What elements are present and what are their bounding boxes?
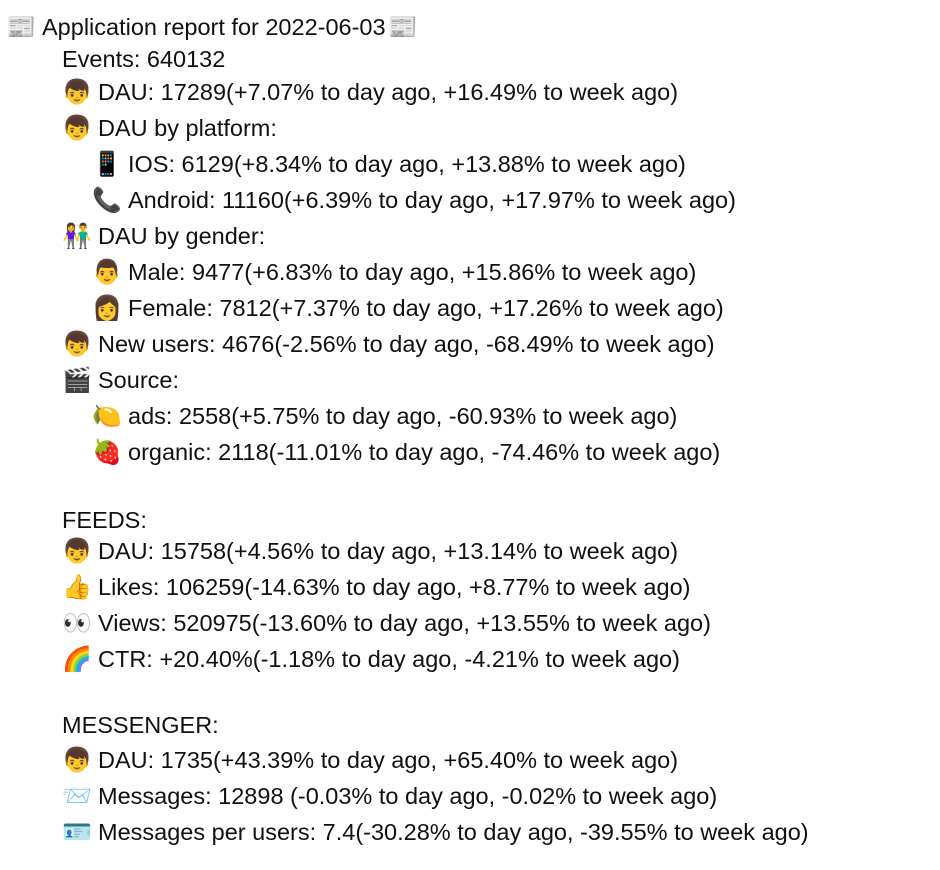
text: Source:	[98, 367, 179, 393]
text: Likes: 106259(-14.63% to day ago, +8.77%…	[98, 574, 691, 600]
icon: 🎬	[62, 367, 92, 394]
text: FEEDS:	[62, 507, 147, 533]
line: MESSENGER:	[62, 708, 219, 742]
text: CTR: +20.40%(-1.18% to day ago, -4.21% t…	[98, 646, 680, 672]
text: MESSENGER:	[62, 712, 219, 738]
line: 📱 IOS: 6129(+8.34% to day ago, +13.88% to…	[92, 147, 686, 181]
line: Events: 640132	[62, 42, 225, 76]
title-line: 📰 Application report for 2022-06-03📰	[6, 10, 424, 44]
icon: 📰	[6, 14, 36, 41]
icon: 👦	[62, 747, 92, 774]
text: Female: 7812(+7.37% to day ago, +17.26% …	[128, 295, 724, 321]
text: organic: 2118(-11.01% to day ago, -74.46…	[128, 439, 721, 465]
text: Views: 520975(-13.60% to day ago, +13.55…	[98, 610, 711, 636]
text: Male: 9477(+6.83% to day ago, +15.86% to…	[128, 259, 697, 285]
text: Messages per users: 7.4(-30.28% to day a…	[98, 819, 809, 845]
icon: 👦	[62, 538, 92, 565]
icon: 📰	[387, 14, 418, 41]
icon: 👦	[62, 79, 92, 106]
line: 🌈 CTR: +20.40%(-1.18% to day ago, -4.21% …	[62, 642, 680, 676]
text: DAU: 15758(+4.56% to day ago, +13.14% to…	[98, 538, 679, 564]
line: 👦 DAU: 1735(+43.39% to day ago, +65.40% t…	[62, 743, 678, 777]
icon: 👩	[92, 295, 122, 322]
title: Application report for 2022-06-03	[42, 14, 386, 40]
line: 👩 Female: 7812(+7.37% to day ago, +17.26%…	[92, 291, 724, 325]
icon: 📱	[92, 151, 122, 178]
icon: 🍋	[92, 403, 122, 430]
icon: 🪪	[62, 819, 92, 846]
icon: 📞	[92, 187, 122, 214]
icon: 🍓	[92, 439, 122, 466]
line: 📨 Messages: 12898 (-0.03% to day ago, -0.…	[62, 779, 717, 813]
icon: 📨	[62, 783, 92, 810]
line: 👀 Views: 520975(-13.60% to day ago, +13.5…	[62, 606, 711, 640]
text: ads: 2558(+5.75% to day ago, -60.93% to …	[128, 403, 678, 429]
text: Android: 11160(+6.39% to day ago, +17.97…	[128, 187, 736, 213]
icon: 👫	[62, 223, 92, 250]
line: 👦 New users: 4676(-2.56% to day ago, -68.…	[62, 327, 715, 361]
text: Messages: 12898 (-0.03% to day ago, -0.0…	[98, 783, 718, 809]
text: New users: 4676(-2.56% to day ago, -68.4…	[98, 331, 715, 357]
icon: 👍	[62, 574, 92, 601]
icon: 👀	[62, 610, 92, 637]
text: IOS: 6129(+8.34% to day ago, +13.88% to …	[128, 151, 686, 177]
line: 📞 Android: 11160(+6.39% to day ago, +17.9…	[92, 183, 736, 217]
line: 👦 DAU by platform:	[62, 111, 277, 145]
line: 👍 Likes: 106259(-14.63% to day ago, +8.77…	[62, 570, 690, 604]
line: 🍋 ads: 2558(+5.75% to day ago, -60.93% to…	[92, 399, 677, 433]
text: DAU by gender:	[98, 223, 266, 249]
text: DAU: 17289(+7.07% to day ago, +16.49% to…	[98, 79, 679, 105]
line: 👦 DAU: 15758(+4.56% to day ago, +13.14% t…	[62, 534, 678, 568]
line: FEEDS:	[62, 503, 147, 537]
line: 🪪 Messages per users: 7.4(-30.28% to day …	[62, 815, 809, 849]
line: 👫 DAU by gender:	[62, 219, 265, 253]
text: DAU: 1735(+43.39% to day ago, +65.40% to…	[98, 747, 679, 773]
icon: 👦	[62, 331, 92, 358]
line: 🍓 organic: 2118(-11.01% to day ago, -74.4…	[92, 435, 720, 469]
icon: 👨	[92, 259, 122, 286]
text: DAU by platform:	[98, 115, 277, 141]
text: Events: 640132	[62, 46, 226, 72]
line: 🎬 Source:	[62, 363, 179, 397]
line: 👦 DAU: 17289(+7.07% to day ago, +16.49% t…	[62, 75, 678, 109]
line: 👨 Male: 9477(+6.83% to day ago, +15.86% t…	[92, 255, 696, 289]
icon: 👦	[62, 115, 92, 142]
icon: 🌈	[62, 646, 92, 673]
